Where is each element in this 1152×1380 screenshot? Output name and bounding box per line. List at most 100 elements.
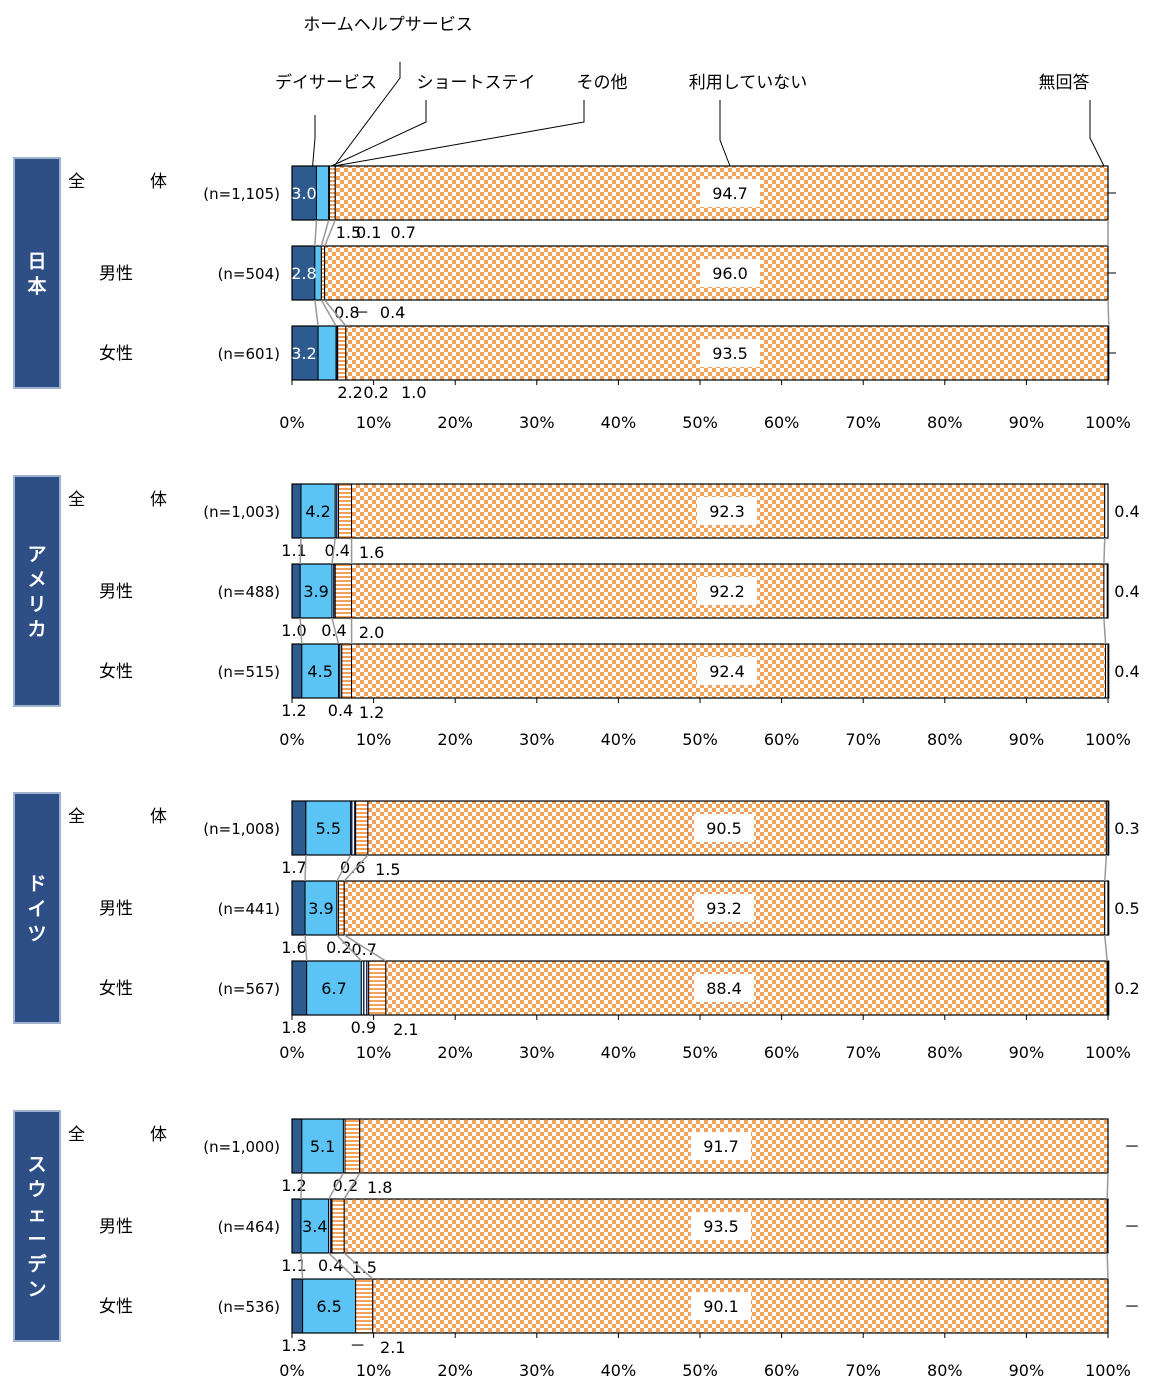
bar-row: 女性 (n=567) 1.8 6.7 0.9 2.1 88.4 0.2	[99, 960, 1140, 1039]
country-panel: ドイツ 全 体(n=1,008)1.75.50.6 1.590.5 0.3 男性 (n=44…	[13, 792, 1140, 1062]
bar-segment	[291, 325, 319, 381]
x-tick-label: 20%	[437, 1361, 473, 1380]
series-line	[1103, 537, 1106, 565]
country-label: スウェーデン	[27, 1154, 47, 1301]
data-label: 1.5	[351, 1258, 376, 1277]
bar-row: 男性 (n=488) 1.0 3.9 0.4 2.0 92.2 0.4	[99, 563, 1140, 642]
x-tick-label: 90%	[1009, 1043, 1045, 1062]
row-n: (n=536)	[218, 1298, 280, 1316]
row-label: 女性	[99, 979, 133, 999]
bar-segment	[299, 563, 333, 619]
bar-segment	[338, 880, 345, 936]
data-label-box	[691, 1292, 751, 1320]
bar-segment	[300, 483, 336, 539]
country-label: ドイツ	[27, 873, 46, 945]
x-tick-label: 80%	[927, 413, 963, 432]
data-label: －	[1124, 1137, 1140, 1156]
x-tick-label: 50%	[682, 1361, 718, 1380]
data-label: 0.8	[334, 303, 359, 322]
data-label: 1.7	[281, 858, 306, 877]
legend-label: ホームヘルプサービス	[303, 15, 473, 35]
x-tick-label: 30%	[519, 413, 555, 432]
data-label: 2.1	[380, 1338, 405, 1357]
x-tick-label: 50%	[682, 730, 718, 749]
legend-label: ショートステイ	[417, 73, 536, 93]
data-label: －	[350, 1336, 366, 1355]
bar-row: 男性 (n=464) 1.1 3.4 0.4 1.5 93.5 －	[99, 1198, 1140, 1277]
data-label: 2.0	[359, 623, 384, 642]
bar-segment	[355, 800, 369, 856]
data-label: 1.3	[281, 1336, 306, 1355]
data-label: 0.4	[321, 621, 346, 640]
x-tick-label: 90%	[1009, 730, 1045, 749]
x-tick-label: 30%	[519, 1361, 555, 1380]
x-tick-label: 30%	[519, 1043, 555, 1062]
data-label: 0.7	[351, 940, 376, 959]
series-line	[1106, 1172, 1109, 1200]
bar-row: 全体(n=1,008)1.75.50.6 1.590.5 0.3	[68, 800, 1140, 879]
series-line	[324, 299, 347, 327]
data-label: 3.9	[303, 582, 328, 601]
series-line	[1106, 1252, 1109, 1280]
x-tick-label: 90%	[1009, 413, 1045, 432]
data-label-box	[697, 497, 757, 525]
data-label: 4.5	[307, 662, 332, 681]
series-line	[320, 219, 330, 247]
data-label-box	[694, 974, 754, 1002]
x-tick-label: 70%	[845, 1361, 881, 1380]
data-label: 0.2	[1114, 979, 1139, 998]
legend-label: 利用していない	[689, 73, 808, 93]
country-label: 日本	[27, 251, 46, 298]
data-label: 1.0	[281, 621, 306, 640]
data-label: 1.2	[281, 701, 306, 720]
data-label: 1.2	[281, 1176, 306, 1195]
data-label-box	[700, 339, 760, 367]
country-label: アメリカ	[27, 544, 46, 641]
data-label: 93.5	[712, 344, 748, 363]
legend-leader-line	[312, 115, 316, 167]
x-tick-label: 60%	[764, 730, 800, 749]
x-tick-label: 60%	[764, 413, 800, 432]
country-panel: アメリカ 全 体 (n=1,003) 1.1 4.2 0.4 1.6 92.3 0.4 男性 (n=4…	[13, 475, 1140, 749]
data-label: 1.2	[359, 703, 384, 722]
row-label: 男性	[99, 899, 133, 919]
series-line	[343, 1252, 374, 1280]
series-line	[299, 617, 303, 645]
data-label: 92.4	[709, 662, 745, 681]
series-line	[1103, 854, 1108, 882]
country-panel: 日本 全 体 (n=1,105) 3.0 1.50.1 0.7 94.7 男性 (n=504) 2.…	[13, 157, 1131, 432]
row-n: (n=1,105)	[203, 185, 280, 203]
bar-segment	[291, 800, 307, 856]
country-box	[13, 157, 61, 389]
data-label: 0.4	[380, 303, 405, 322]
data-label-box	[700, 259, 760, 287]
x-tick-label: 80%	[927, 1043, 963, 1062]
bar-row: 男性 (n=504) 2.8 0.8－ 0.4 96.0	[99, 245, 1116, 322]
data-label-box	[697, 657, 757, 685]
row-n: (n=441)	[218, 900, 280, 918]
country-box	[13, 1110, 61, 1342]
series-line	[1103, 934, 1108, 962]
data-label: 6.5	[316, 1297, 341, 1316]
legend-leader-line	[333, 62, 401, 167]
country-box	[13, 475, 61, 707]
x-tick-label: 100%	[1085, 1361, 1131, 1380]
x-tick-label: 60%	[764, 1361, 800, 1380]
data-label: 0.2	[326, 938, 351, 957]
data-label: 91.7	[703, 1137, 739, 1156]
row-n: (n=567)	[218, 980, 280, 998]
x-axis: 0% 10% 20% 30% 40% 50% 60% 70% 80% 90% 100%	[279, 1014, 1131, 1062]
bar-row: 女性 (n=515) 1.2 4.5 0.4 1.2 92.4 0.4	[99, 643, 1140, 722]
data-label: 0.7	[391, 223, 416, 242]
row-n: (n=1,000)	[203, 1138, 280, 1156]
series-line	[323, 219, 336, 247]
x-tick-label: 80%	[927, 730, 963, 749]
bar-segment	[317, 325, 337, 381]
row-label: 男性	[99, 582, 133, 602]
x-tick-label: 100%	[1085, 413, 1131, 432]
legend-label: デイサービス	[275, 72, 377, 93]
legend-leader-line	[719, 100, 731, 167]
series-line	[300, 1172, 303, 1200]
x-tick-label: 10%	[356, 413, 392, 432]
data-label: 3.9	[308, 899, 333, 918]
